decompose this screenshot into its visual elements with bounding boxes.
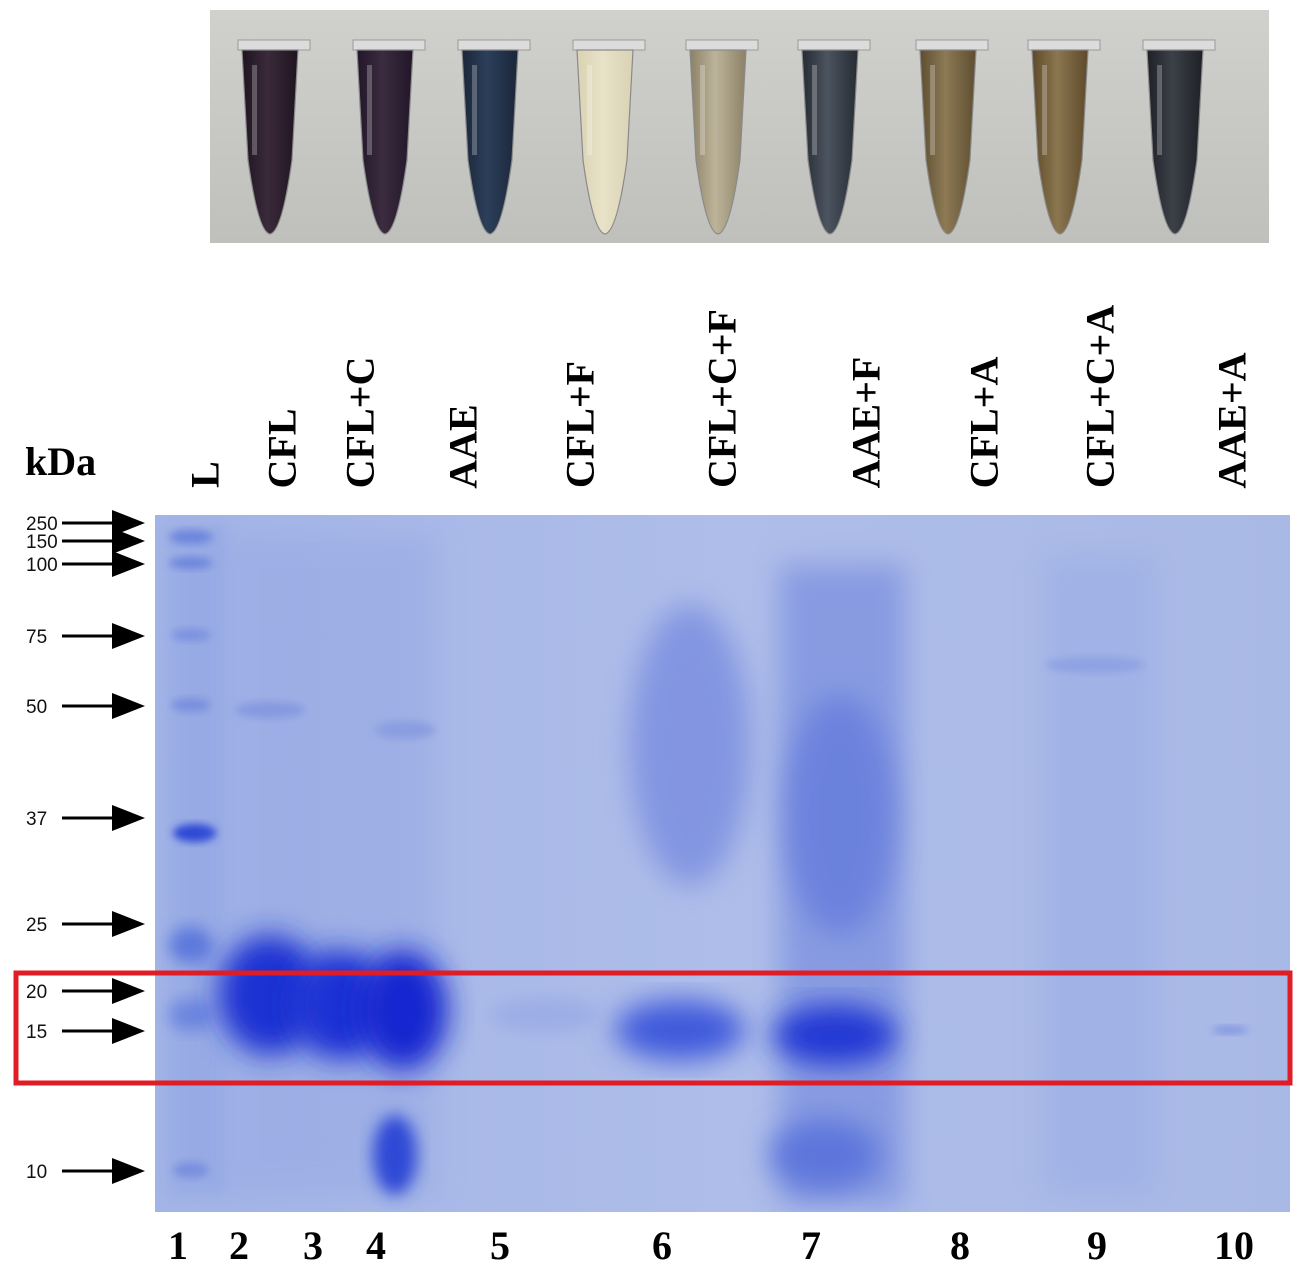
lane-label-2: CFL [259, 408, 305, 488]
marker-label-250: 250 [26, 514, 58, 535]
lane-number-6: 6 [652, 1223, 672, 1268]
lane-number-2: 2 [229, 1223, 249, 1268]
lane-label-8: CFL+A [961, 356, 1007, 488]
tube-3 [457, 39, 531, 235]
lane-7-smear [770, 565, 905, 1205]
lane-number-8: 8 [950, 1223, 970, 1268]
lane-number-7: 7 [801, 1223, 821, 1268]
lane-number-1: 1 [168, 1223, 188, 1268]
tube-7 [915, 39, 989, 235]
marker-arrow-head-25 [112, 911, 145, 937]
marker-arrow-head-100 [112, 551, 145, 577]
lane-number-9: 9 [1087, 1223, 1107, 1268]
tube-6 [797, 39, 871, 235]
lane-number-3: 3 [303, 1223, 323, 1268]
tube-8 [1027, 39, 1101, 235]
lane-label-6: CFL+C+F [699, 309, 745, 488]
lane-label-3: CFL+C [337, 356, 383, 488]
marker-arrow-head-250 [112, 510, 145, 536]
marker-arrow-head-20 [112, 978, 145, 1004]
kda-unit-label: kDa [25, 439, 97, 484]
marker-arrow-head-15 [112, 1018, 145, 1044]
lane-number-5: 5 [490, 1223, 510, 1268]
lane-number-10: 10 [1214, 1223, 1254, 1268]
lane-label-10: AAE+A [1209, 351, 1255, 489]
marker-label-50: 50 [26, 697, 47, 718]
marker-label-150: 150 [26, 532, 58, 553]
lane-label-4: AAE [440, 403, 486, 489]
tubes-photo [210, 10, 1269, 243]
lane-label-7: AAE+F [843, 356, 889, 488]
lane-label-9: CFL+C+A [1077, 304, 1123, 489]
marker-label-100: 100 [26, 555, 58, 576]
lane-label-1: L [182, 461, 228, 488]
ladder-lane [169, 525, 227, 1195]
tube-1 [237, 39, 311, 235]
tube-9 [1142, 39, 1216, 235]
marker-arrow-head-150 [112, 528, 145, 554]
marker-arrow-head-50 [112, 693, 145, 719]
marker-label-37: 37 [26, 809, 47, 830]
tube-4 [572, 39, 646, 235]
lane-number-4: 4 [366, 1223, 386, 1268]
marker-arrow-head-75 [112, 623, 145, 649]
lane-label-5: CFL+F [557, 360, 603, 489]
marker-label-20: 20 [26, 982, 47, 1003]
marker-label-25: 25 [26, 915, 47, 936]
marker-arrow-head-10 [112, 1158, 145, 1184]
strong-bands [218, 535, 448, 1195]
sds-page-gel [155, 515, 1290, 1212]
marker-label-15: 15 [26, 1022, 47, 1043]
tube-2 [352, 39, 426, 235]
marker-label-10: 10 [26, 1162, 47, 1183]
marker-label-75: 75 [26, 627, 47, 648]
marker-arrow-head-37 [112, 805, 145, 831]
tube-5 [685, 39, 759, 235]
